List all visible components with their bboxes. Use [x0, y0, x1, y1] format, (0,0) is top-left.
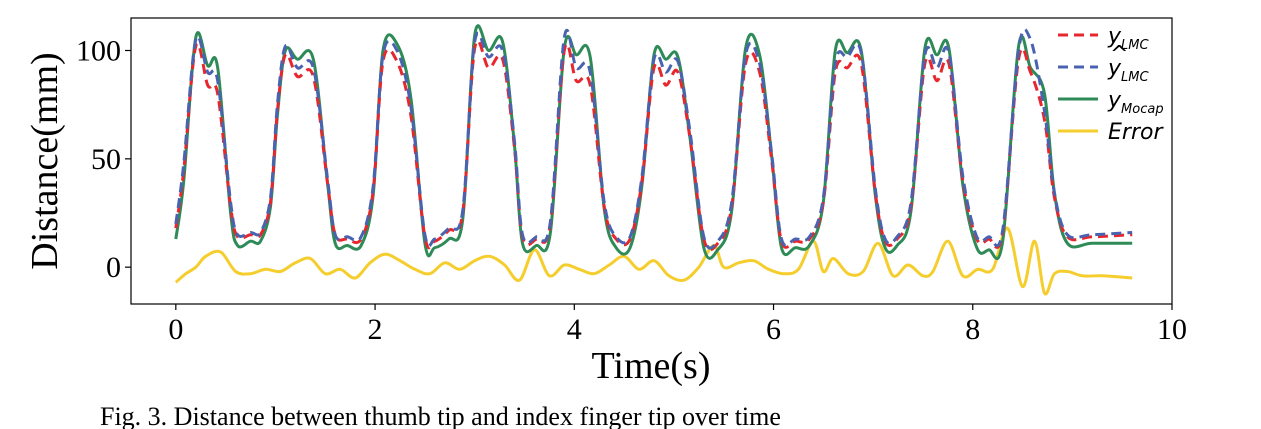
x-tick-label: 6 — [766, 313, 781, 346]
x-tick-label: 4 — [567, 313, 582, 346]
x-tick-label: 10 — [1157, 313, 1187, 346]
legend-label: yLMC — [1107, 24, 1149, 53]
y-axis-ticks: 0 50 100 — [76, 35, 131, 284]
y-tick-label: 0 — [106, 251, 121, 284]
legend-label: yMocap — [1107, 88, 1164, 117]
legend-label: Error — [1108, 120, 1164, 145]
x-axis-label: Time(s) — [592, 345, 711, 387]
y-axis-label: Distance(mm) — [24, 52, 66, 269]
x-axis-ticks: 0 2 4 6 8 10 — [168, 304, 1187, 346]
series-layer — [174, 24, 1133, 296]
y-tick-label: 50 — [91, 143, 121, 176]
legend-label: yLMC — [1107, 56, 1149, 85]
series-line--lmc — [174, 27, 1133, 250]
x-tick-label: 8 — [965, 313, 980, 346]
series-line-y-mocap — [174, 24, 1133, 260]
line-chart: 0 2 4 6 8 10 0 50 100 Time(s) Distance(mm) yLMC… — [24, 17, 1187, 387]
legend: yLMC yLMC^ yMocap Error — [1058, 24, 1164, 145]
y-tick-label: 100 — [76, 35, 121, 68]
series-line-y-lmc — [174, 39, 1133, 252]
series-line-error — [174, 226, 1133, 296]
legend-hat-mark: ^ — [1110, 42, 1128, 67]
caption-text: Fig. 3. Distance between thumb tip and i… — [100, 402, 781, 429]
x-tick-label: 2 — [368, 313, 383, 346]
figure-caption: Fig. 3. Distance between thumb tip and i… — [0, 392, 1261, 429]
x-tick-label: 0 — [168, 313, 183, 346]
plot-frame — [130, 17, 1173, 305]
